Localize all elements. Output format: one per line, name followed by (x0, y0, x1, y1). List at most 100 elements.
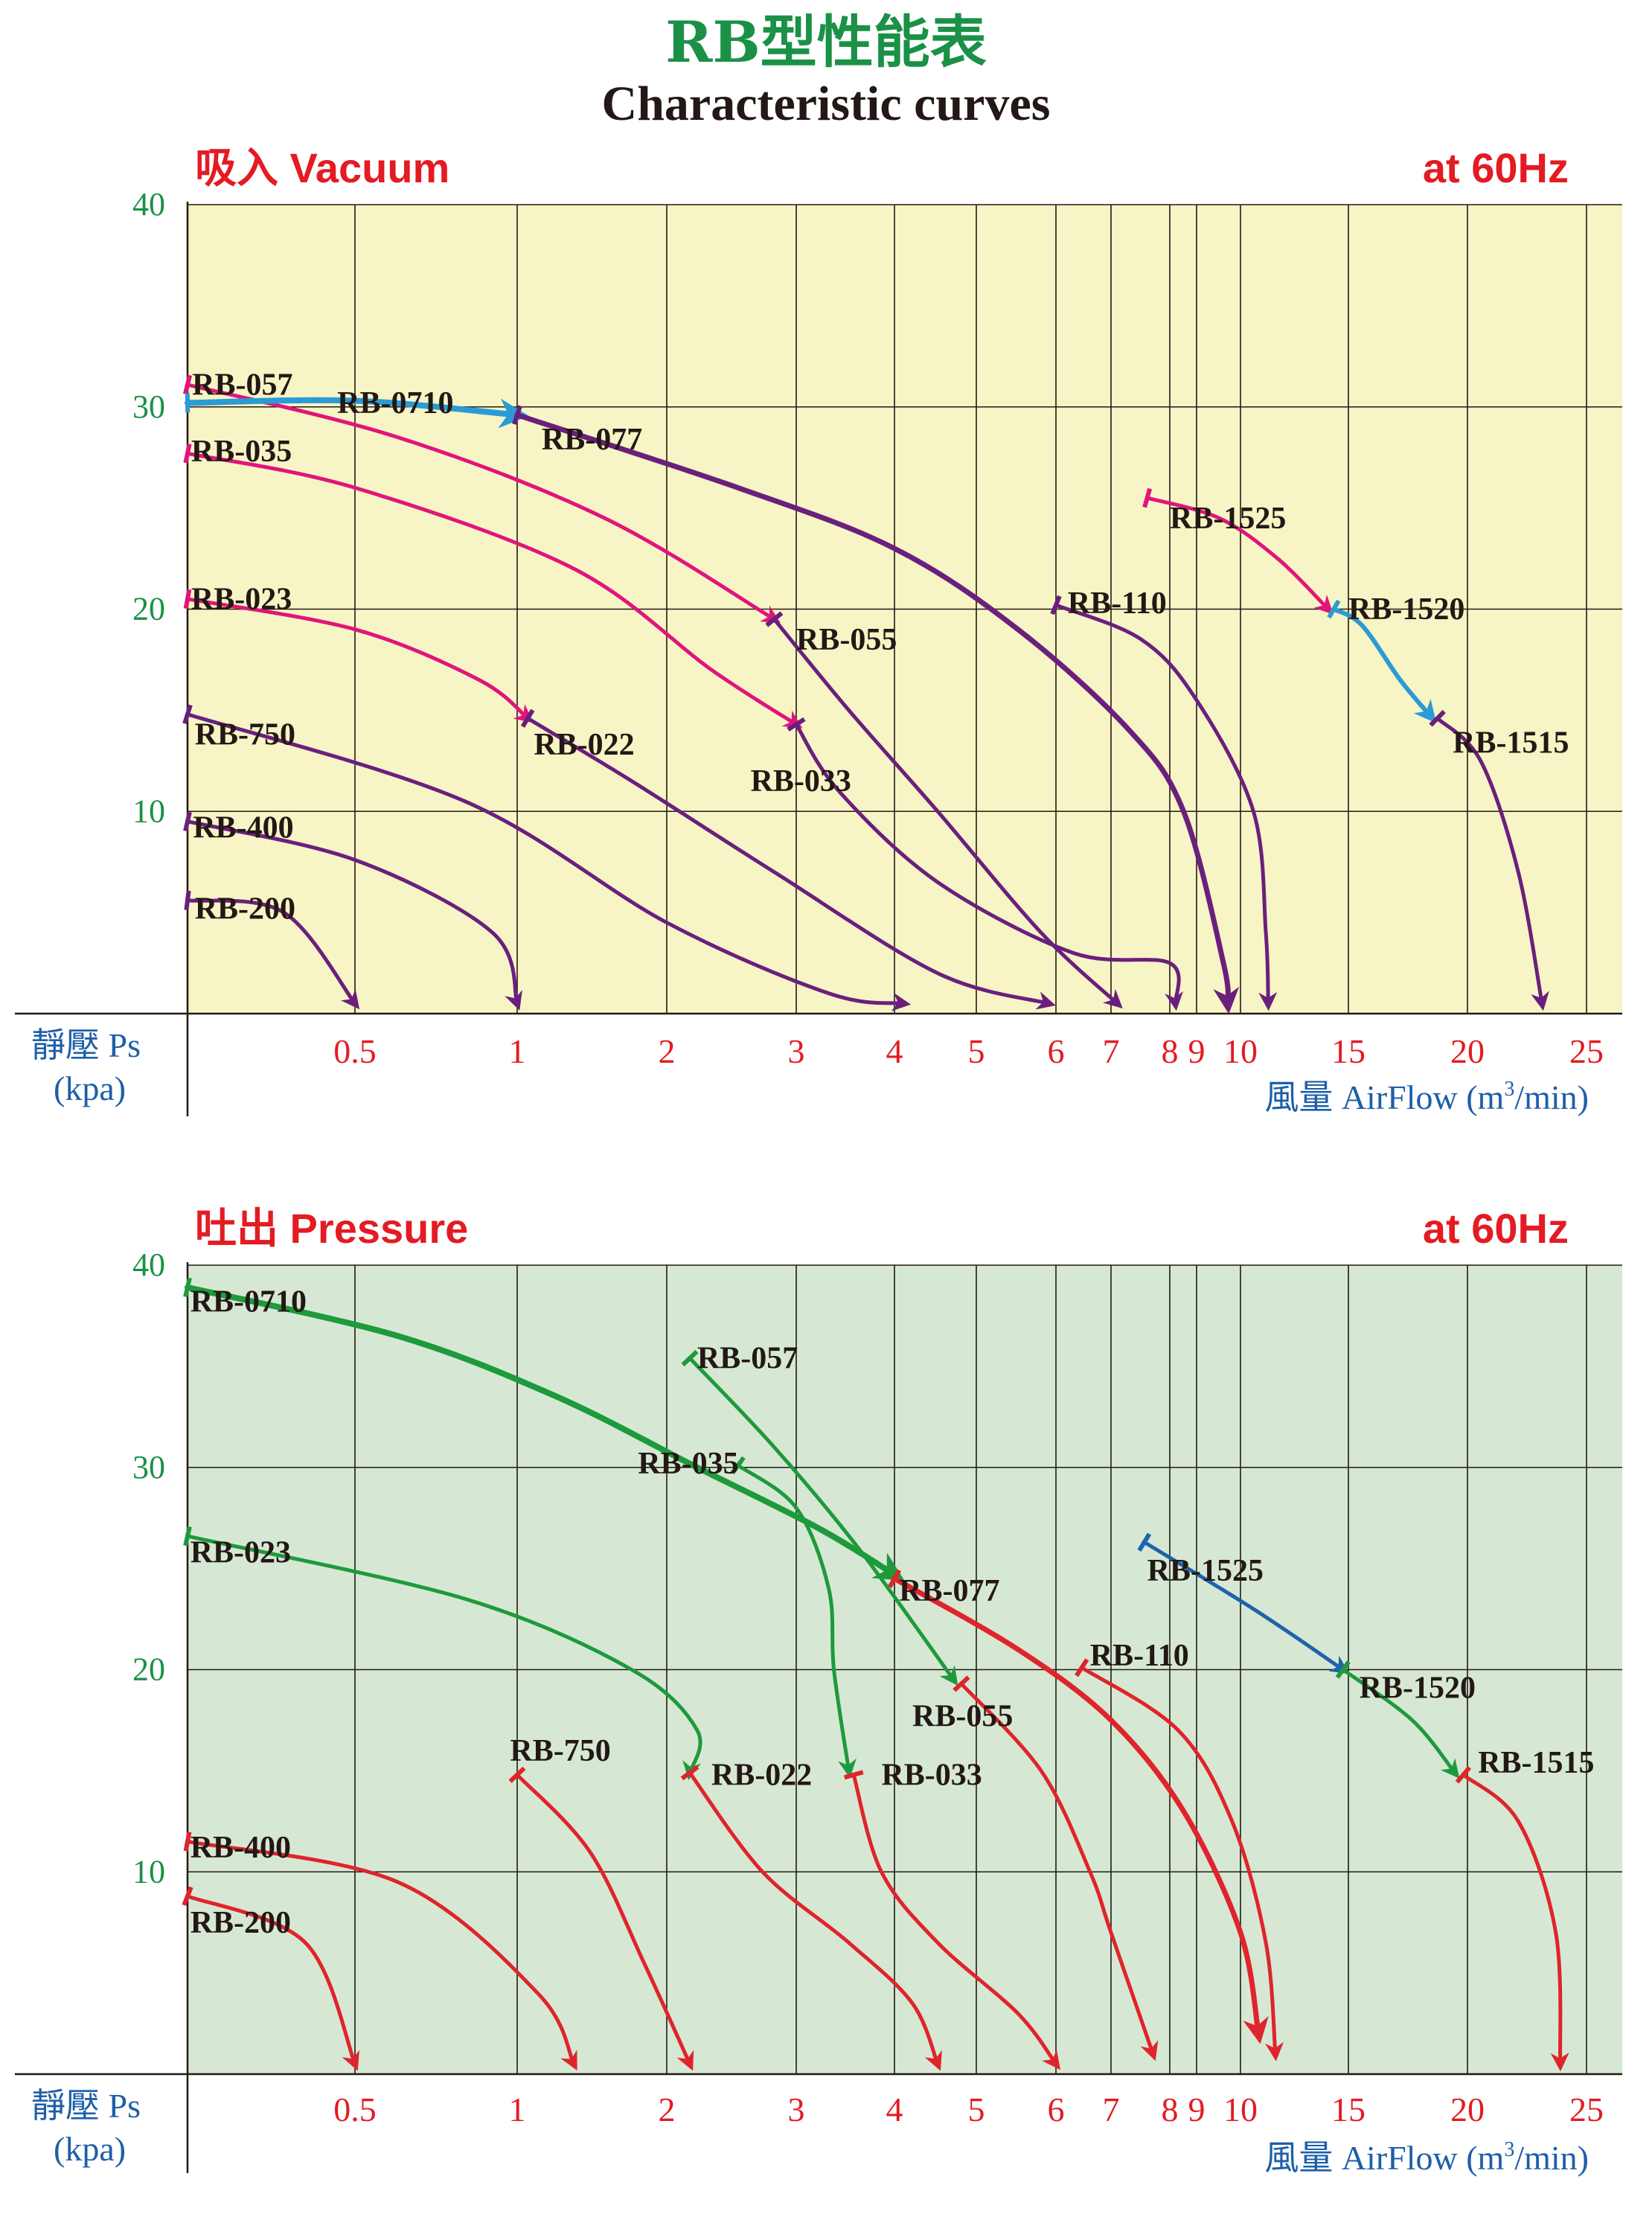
vacuum-series-rb-057: RB-057 (182, 368, 781, 624)
series-line (185, 1284, 905, 1581)
vacuum-series-rb-110: RB-110 (1050, 586, 1278, 1011)
vacuum-y-tick-label: 40 (132, 186, 165, 223)
series-line (515, 1773, 694, 2071)
series-start-marker (183, 1277, 192, 1298)
vacuum-frequency-label: at 60Hz (1423, 144, 1569, 191)
chart-title: RB型性能表 (665, 9, 987, 75)
vacuum-x-axis-title: 風量 AirFlow (m3/min) (1264, 1078, 1589, 1116)
pressure-series-rb-077: RB-077 (887, 1569, 1269, 2044)
vacuum-x-tick-label: 7 (1103, 1032, 1120, 1070)
pressure-series-rb-055: RB-055 (912, 1675, 1159, 2061)
pressure-x-tick-label: 6 (1048, 2090, 1065, 2128)
series-label: RB-110 (1090, 1639, 1189, 1673)
series-start-marker (730, 1456, 746, 1475)
series-line (185, 712, 912, 1011)
series-label: RB-057 (697, 1342, 798, 1376)
series-line (185, 383, 781, 624)
series-start-marker (182, 374, 193, 395)
pressure-y-tick-label: 30 (132, 1449, 165, 1485)
series-line (185, 1840, 577, 2071)
pressure-x-tick-label: 10 (1223, 2090, 1258, 2128)
series-label: RB-023 (191, 1535, 291, 1570)
series-label: RB-400 (193, 811, 293, 845)
pressure-series-rb-033: RB-033 (843, 1758, 1061, 2070)
vacuum-series-rb-077: RB-077 (512, 405, 1240, 1014)
vacuum-x-tick-label: 15 (1331, 1032, 1366, 1070)
series-label: RB-200 (195, 892, 295, 926)
series-line (688, 1356, 958, 1686)
vacuum-y-axis-unit: (kpa) (54, 1069, 126, 1107)
series-line (688, 1770, 942, 2071)
pressure-series-rb-1520: RB-1520 (1335, 1660, 1476, 1779)
chart-subtitle: Characteristic curves (601, 77, 1051, 131)
series-label: RB-1525 (1147, 1554, 1264, 1588)
series-line (525, 716, 1056, 1010)
series-start-marker (182, 704, 193, 725)
pressure-series-rb-1525: RB-1525 (1137, 1532, 1350, 1674)
pressure-series-rb-035: RB-035 (638, 1447, 857, 1779)
series-line (851, 1773, 1061, 2070)
series-start-marker (1335, 1660, 1351, 1679)
pressure-y-tick-label: 20 (132, 1651, 165, 1688)
series-start-marker (1327, 599, 1341, 619)
pressure-series-rb-750: RB-750 (508, 1734, 694, 2071)
pressure-x-tick-label: 9 (1188, 2090, 1206, 2128)
series-start-marker (183, 443, 192, 464)
pressure-y-tick-label: 40 (132, 1247, 165, 1283)
series-label: RB-077 (542, 423, 642, 457)
pressure-series-rb-0710: RB-0710 (183, 1277, 905, 1581)
series-start-marker (1429, 709, 1446, 727)
series-start-marker (184, 890, 191, 911)
vacuum-x-tick-label: 5 (968, 1032, 985, 1070)
series-label: RB-1515 (1453, 726, 1569, 760)
series-label: RB-057 (192, 368, 292, 402)
vacuum-x-tick-label: 6 (1048, 1032, 1065, 1070)
series-label: RB-750 (195, 718, 295, 752)
series-label: RB-1520 (1348, 592, 1464, 627)
series-line (1142, 1540, 1350, 1674)
pressure-series-rb-1515: RB-1515 (1455, 1746, 1595, 2072)
series-line (1435, 716, 1549, 1011)
series-label: RB-033 (881, 1758, 982, 1792)
series-start-marker (1050, 595, 1062, 615)
series-start-marker (681, 1349, 699, 1367)
series-start-marker (953, 1675, 970, 1692)
vacuum-series-rb-0710: RB-0710 (185, 386, 529, 429)
series-label: RB-035 (191, 435, 292, 469)
pressure-y-axis-unit: (kpa) (54, 2130, 126, 2168)
series-label: RB-1520 (1360, 1671, 1476, 1706)
pressure-x-tick-label: 15 (1331, 2090, 1366, 2128)
series-line (891, 1575, 1269, 2044)
vacuum-y-tick-label: 20 (132, 591, 165, 627)
series-line (736, 1463, 857, 1779)
series-start-marker (680, 1765, 699, 1781)
series-start-marker (508, 1766, 526, 1783)
pressure-y-axis-title: 靜壓 Ps (31, 2087, 141, 2125)
series-line (959, 1682, 1159, 2061)
series-label: RB-033 (751, 764, 851, 799)
series-start-marker (183, 1831, 192, 1852)
series-start-marker (887, 1569, 902, 1588)
pressure-x-tick-label: 20 (1450, 2090, 1485, 2128)
series-line (1080, 1666, 1284, 2061)
vacuum-series-rb-1520: RB-1520 (1327, 592, 1464, 723)
pressure-x-tick-label: 7 (1103, 2090, 1120, 2128)
series-start-marker (183, 811, 192, 832)
pressure-series-rb-110: RB-110 (1075, 1639, 1284, 2061)
series-line (185, 397, 529, 429)
pressure-x-tick-label: 8 (1162, 2090, 1179, 2128)
pressure-x-tick-label: 5 (968, 2090, 985, 2128)
series-start-marker (520, 708, 535, 728)
pressure-series-rb-023: RB-023 (183, 1526, 702, 1780)
pressure-series-rb-057: RB-057 (681, 1342, 958, 1686)
series-line (772, 617, 1123, 1009)
series-start-marker (1142, 487, 1153, 508)
vacuum-series-rb-022: RB-022 (520, 708, 1056, 1010)
vacuum-x-tick-label: 9 (1188, 1032, 1206, 1070)
vacuum-series-rb-023: RB-023 (183, 583, 534, 723)
vacuum-x-tick-label: 20 (1450, 1032, 1485, 1070)
series-start-marker (765, 611, 784, 627)
